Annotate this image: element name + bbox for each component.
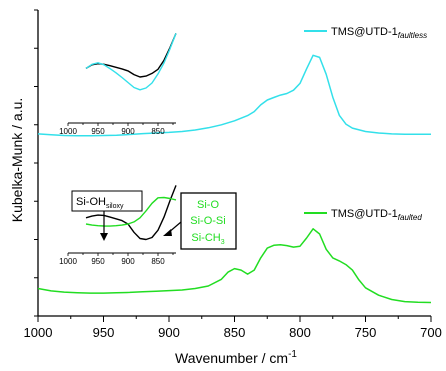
inset-top-x-tick-label: 850 (151, 127, 165, 136)
legend-faulted: TMS@UTD-1faulted (304, 208, 422, 222)
x-tick-label: 850 (224, 325, 246, 340)
series-lines (37, 54, 432, 304)
legend-faultless-label-sub: faultless (398, 31, 427, 40)
inset-top: 1000 950 900 850 (59, 33, 177, 136)
x-tick-label: 750 (355, 325, 377, 340)
series-line-inset-bottom-black (85, 185, 177, 241)
legend-faulted-label: TMS@UTD-1faulted (331, 208, 422, 222)
y-axis-title: Kubelka-Munk / a.u. (9, 98, 25, 223)
x-axis-title-sup: -1 (288, 349, 297, 360)
annotation-green-box (180, 192, 237, 250)
annotation-green-line-3: Si-CH3 (191, 232, 224, 246)
x-axis-title: Wavenumber / cm-1 (175, 349, 297, 366)
annotation-siloxy-text: Si-OHsiloxy (76, 196, 124, 210)
annotation-siloxy-arrowhead (100, 233, 108, 241)
annotation-siloxy-sub: siloxy (106, 203, 124, 210)
annotation-siloxy: Si-OHsiloxy (71, 190, 143, 241)
series-line-faulted (37, 228, 432, 304)
x-tick-label: 950 (93, 325, 115, 340)
inset-bottom-x-tick-label: 950 (91, 257, 105, 266)
legend-faultless: TMS@UTD-1faultless (304, 26, 427, 40)
inset-bottom-x-tick-label: 1000 (59, 257, 77, 266)
legend-faultless-label-main: TMS@UTD-1 (331, 26, 398, 38)
annotation-green-line-3-main: Si-CH (191, 232, 220, 244)
legend-faulted-label-main: TMS@UTD-1 (331, 208, 398, 220)
x-axis-ticks: 1000 950 900 850 800 750 700 (24, 316, 442, 340)
inset-top-x-tick-label: 1000 (59, 127, 77, 136)
x-axis-title-main: Wavenumber / cm (175, 350, 288, 366)
annotation-green-line-1: Si-O (197, 199, 219, 211)
inset-bottom: 1000 950 900 850 (59, 185, 177, 266)
x-tick-label: 800 (289, 325, 311, 340)
series-line-faultless (37, 54, 431, 137)
inset-bottom-x-tick-label: 850 (151, 257, 165, 266)
legend-faultless-label: TMS@UTD-1faultless (331, 26, 427, 40)
series-line-inset-top-cyan (85, 33, 177, 91)
series-line-inset-top-black (85, 33, 177, 78)
x-tick-label: 1000 (24, 325, 53, 340)
inset-bottom-x-tick-label: 900 (121, 257, 135, 266)
annotation-green-line-3-sub: 3 (221, 239, 225, 246)
legend-faulted-label-sub: faulted (398, 213, 423, 222)
x-tick-label: 700 (420, 325, 442, 340)
annotation-siloxy-main: Si-OH (76, 196, 106, 208)
annotation-green: Si-O Si-O-Si Si-CH3 (163, 192, 237, 250)
inset-top-x-tick-label: 950 (91, 127, 105, 136)
annotation-green-line-2: Si-O-Si (190, 215, 225, 227)
series-line-inset-bottom-green (85, 196, 177, 227)
x-tick-label: 900 (158, 325, 180, 340)
annotation-siloxy-box (71, 190, 143, 212)
inset-top-x-tick-label: 900 (121, 127, 135, 136)
annotation-green-arrowhead (163, 229, 172, 236)
